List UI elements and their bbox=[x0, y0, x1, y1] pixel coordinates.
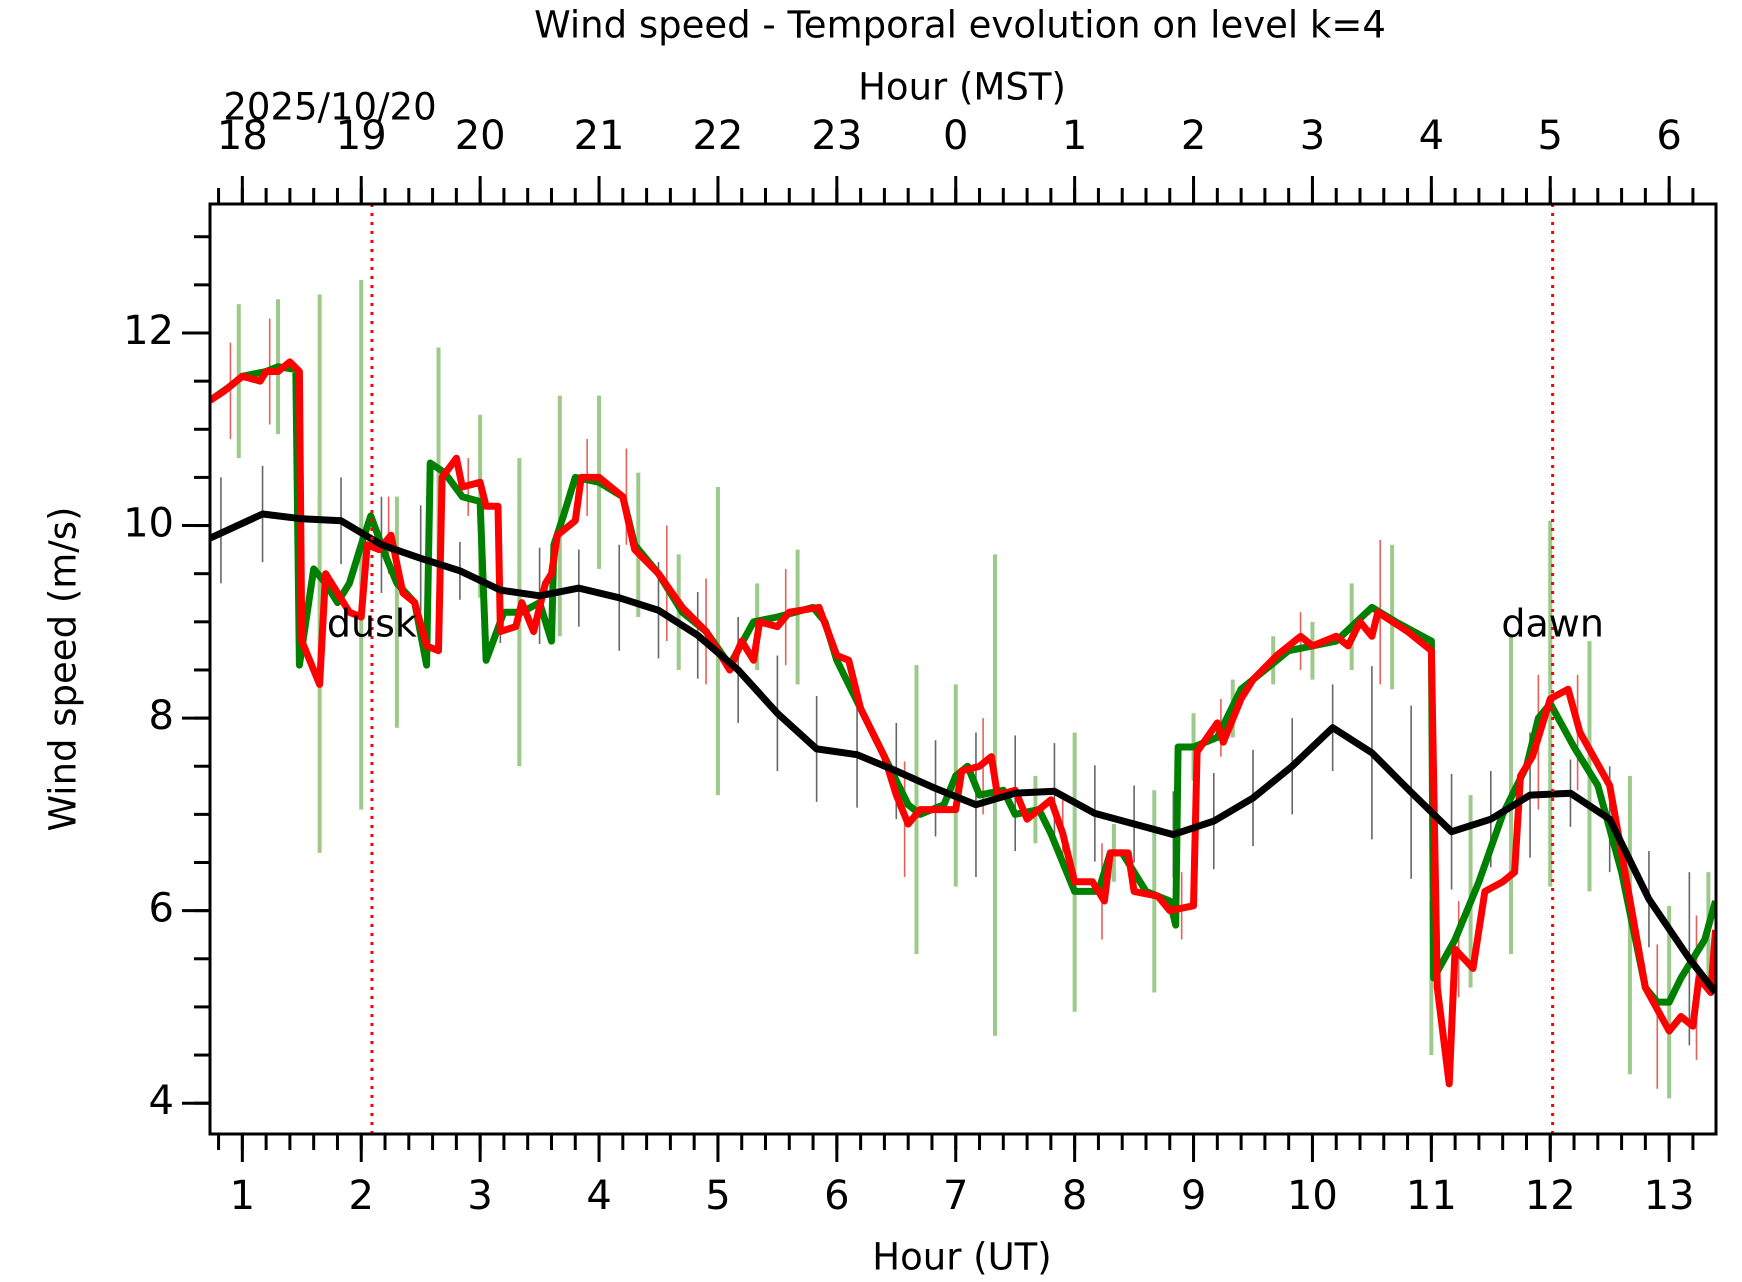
x2-tick-label: 2 bbox=[1181, 113, 1206, 159]
y-axis-label: Wind speed (m/s) bbox=[42, 507, 85, 832]
x-tick-label: 13 bbox=[1644, 1173, 1695, 1219]
x-tick-label: 5 bbox=[705, 1173, 730, 1219]
y-tick-label: 10 bbox=[123, 501, 174, 547]
x2-tick-label: 3 bbox=[1300, 113, 1325, 159]
x2-tick-label: 22 bbox=[692, 113, 743, 159]
event-label: dawn bbox=[1501, 602, 1604, 646]
x2-tick-label: 21 bbox=[574, 113, 625, 159]
series-line bbox=[210, 358, 1716, 1088]
x2-tick-label: 0 bbox=[943, 113, 968, 159]
plot-area bbox=[210, 204, 1716, 1134]
y-tick-label: 12 bbox=[123, 308, 174, 354]
x-tick-label: 10 bbox=[1287, 1173, 1338, 1219]
y-tick-label: 4 bbox=[149, 1078, 174, 1124]
series-line bbox=[210, 363, 1716, 1006]
x-tick-label: 6 bbox=[824, 1173, 849, 1219]
event-label: dusk bbox=[327, 602, 417, 646]
x-tick-label: 2 bbox=[349, 1173, 374, 1219]
y-tick-label: 6 bbox=[149, 886, 174, 932]
x-axis-label: Hour (UT) bbox=[872, 1236, 1051, 1279]
plot-frame bbox=[208, 202, 1718, 1136]
x2-tick-label: 1 bbox=[1062, 113, 1087, 159]
series-line bbox=[210, 510, 1716, 995]
x2-tick-label: 18 bbox=[217, 113, 268, 159]
x-tick-label: 8 bbox=[1062, 1173, 1087, 1219]
x2-tick-label: 5 bbox=[1538, 113, 1563, 159]
x2-tick-label: 23 bbox=[811, 113, 862, 159]
x2-tick-label: 4 bbox=[1419, 113, 1444, 159]
x2-axis-label: Hour (MST) bbox=[858, 66, 1066, 109]
x-tick-label: 9 bbox=[1181, 1173, 1206, 1219]
y-tick-label: 8 bbox=[149, 693, 174, 739]
chart-title: Wind speed - Temporal evolution on level… bbox=[534, 4, 1386, 47]
x2-tick-label: 6 bbox=[1656, 113, 1681, 159]
x-tick-label: 11 bbox=[1406, 1173, 1457, 1219]
x-tick-label: 3 bbox=[467, 1173, 492, 1219]
x-tick-label: 1 bbox=[230, 1173, 255, 1219]
x2-tick-label: 19 bbox=[336, 113, 387, 159]
date-label: 2025/10/20 bbox=[223, 86, 436, 129]
x-tick-label: 4 bbox=[586, 1173, 611, 1219]
x-tick-label: 7 bbox=[943, 1173, 968, 1219]
x2-tick-label: 20 bbox=[455, 113, 506, 159]
x-tick-label: 12 bbox=[1525, 1173, 1576, 1219]
